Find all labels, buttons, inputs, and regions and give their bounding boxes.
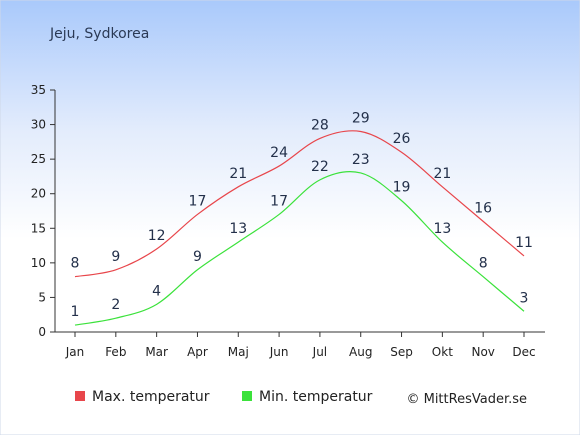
- x-tick-label: Sep: [390, 345, 413, 359]
- x-tick-label: Nov: [471, 345, 494, 359]
- y-tick-label: 5: [38, 290, 46, 304]
- data-label: 21: [229, 166, 247, 182]
- x-tick-label: Apr: [187, 345, 208, 359]
- data-label: 1: [71, 304, 80, 320]
- y-tick-label: 20: [31, 187, 46, 201]
- x-tick-label: Aug: [349, 345, 372, 359]
- data-label: 2: [111, 297, 120, 313]
- data-label: 9: [193, 249, 202, 265]
- series-line-min: [74, 171, 525, 326]
- legend-swatch: [242, 391, 252, 401]
- data-label: 21: [433, 166, 451, 182]
- data-label: 4: [152, 283, 161, 299]
- x-tick-label: Jun: [269, 345, 289, 359]
- data-label: 8: [479, 256, 488, 272]
- data-label: 26: [393, 131, 411, 147]
- data-label: 24: [270, 145, 288, 161]
- x-tick-label: Jul: [312, 345, 327, 359]
- legend-label: Min. temperatur: [259, 389, 373, 405]
- x-tick-label: Feb: [105, 345, 126, 359]
- y-tick-label: 10: [31, 256, 46, 270]
- y-tick-label: 25: [31, 152, 46, 166]
- x-tick-label: Mar: [145, 345, 168, 359]
- data-label: 13: [433, 221, 451, 237]
- data-label: 23: [352, 152, 370, 168]
- data-label: 28: [311, 117, 329, 133]
- series-line-max: [74, 130, 525, 278]
- y-tick-label: 35: [31, 83, 46, 97]
- y-tick-label: 15: [31, 221, 46, 235]
- data-label: 17: [189, 193, 207, 209]
- data-label: 12: [148, 228, 166, 244]
- x-tick-label: Dec: [512, 345, 535, 359]
- data-label: 3: [520, 290, 529, 306]
- chart-title: Jeju, Sydkorea: [49, 26, 149, 42]
- x-tick-label: Okt: [432, 345, 453, 359]
- data-label: 19: [393, 180, 411, 196]
- site-credit: © MittResVader.se: [406, 392, 527, 407]
- y-tick-label: 30: [31, 118, 46, 132]
- legend-swatch: [75, 391, 85, 401]
- data-label: 9: [111, 249, 120, 265]
- data-label: 16: [474, 200, 492, 216]
- data-label: 22: [311, 159, 329, 175]
- data-label: 11: [515, 235, 533, 251]
- data-label: 13: [229, 221, 247, 237]
- legend-label: Max. temperatur: [92, 389, 210, 405]
- data-label: 17: [270, 193, 288, 209]
- data-label: 8: [71, 256, 80, 272]
- x-tick-label: Maj: [228, 345, 249, 359]
- x-tick-label: Jan: [65, 345, 85, 359]
- y-tick-label: 0: [38, 325, 46, 339]
- data-label: 29: [352, 110, 370, 126]
